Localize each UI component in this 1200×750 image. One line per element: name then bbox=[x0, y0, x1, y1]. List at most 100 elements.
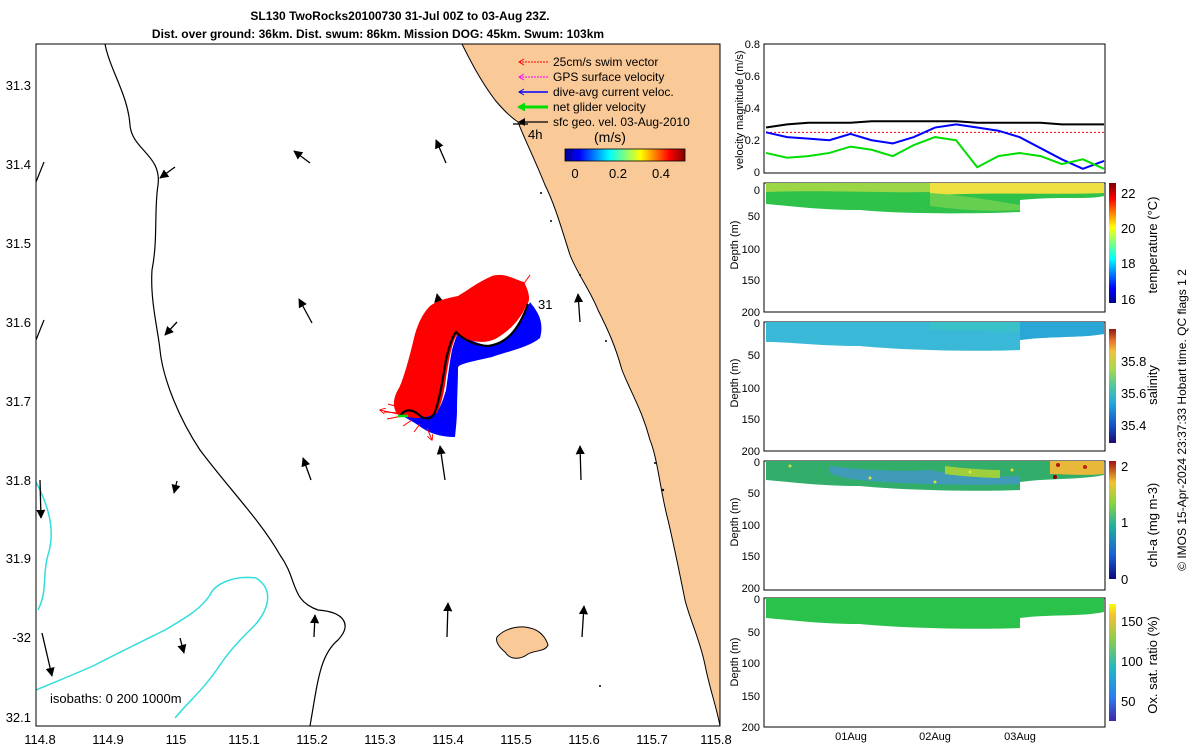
lon-tick: 115.6 bbox=[568, 732, 600, 747]
sal-cticks: 35.4 35.6 35.8 bbox=[1121, 354, 1146, 433]
chl-cticks: 0 1 2 bbox=[1121, 459, 1128, 587]
chl-dots bbox=[788, 463, 1087, 484]
title-line2: Dist. over ground: 36km. Dist. swum: 86k… bbox=[152, 27, 604, 41]
depth-tick: 100 bbox=[742, 244, 760, 256]
depth-tick: 200 bbox=[742, 722, 760, 734]
temp-clabel: temperature (°C) bbox=[1145, 197, 1160, 294]
velocity-lines bbox=[765, 120, 1105, 170]
lat-tick: 31.3 bbox=[6, 78, 31, 93]
legend-swim-vector: 25cm/s swim vector bbox=[553, 55, 658, 69]
ctick: 2 bbox=[1121, 459, 1128, 474]
lat-tick: 32.1 bbox=[6, 710, 31, 725]
colorbar-tick: 0.2 bbox=[609, 166, 627, 181]
map-legend: 25cm/s swim vector GPS surface velocity … bbox=[516, 55, 690, 181]
chl-panel: 0 50 100 150 200 Depth (m) 0 1 2 chl-a (… bbox=[729, 457, 1160, 595]
depth-tick: 0 bbox=[754, 318, 760, 330]
legend-net-glider: net glider velocity bbox=[553, 100, 646, 114]
chl-clabel: chl-a (mg m-3) bbox=[1145, 483, 1160, 568]
velocity-series-surface-geo-velocity bbox=[765, 120, 1104, 129]
lon-tick: 115 bbox=[166, 732, 187, 747]
map-panel: 31 114.8 114.9 115 115.1 115.2 115.3 115… bbox=[6, 43, 732, 747]
track-end-label: 31 bbox=[538, 297, 552, 312]
map-frame bbox=[35, 43, 721, 727]
ctick: 22 bbox=[1121, 186, 1135, 201]
ox-yticks: 0 50 100 150 200 bbox=[742, 594, 760, 734]
ctick: 20 bbox=[1121, 221, 1135, 236]
dive-avg-current-fan bbox=[402, 302, 542, 437]
lat-tick: 31.4 bbox=[6, 157, 31, 172]
depth-tick: 200 bbox=[742, 446, 760, 458]
depth-tick: 50 bbox=[748, 488, 760, 500]
lat-tick: 31.7 bbox=[6, 394, 31, 409]
lat-tick: 31.6 bbox=[6, 315, 31, 330]
isobaths-label: isobaths: 0 200 1000m bbox=[50, 691, 182, 706]
reef-dots bbox=[540, 192, 665, 687]
chl-ylabel: Depth (m) bbox=[729, 498, 741, 547]
depth-tick: 150 bbox=[742, 551, 760, 563]
chl-colorbar bbox=[1109, 461, 1116, 579]
lon-tick: 115.7 bbox=[636, 732, 668, 747]
depth-tick: 150 bbox=[742, 414, 760, 426]
glider-track bbox=[399, 303, 530, 420]
title-line1: SL130 TwoRocks20100730 31-Jul 00Z to 03-… bbox=[250, 9, 549, 23]
lat-tick: 31.9 bbox=[6, 551, 31, 566]
credit-text: © IMOS 15-Apr-2024 23:37:33 Hobart time.… bbox=[1175, 269, 1189, 571]
map-colorbar bbox=[564, 148, 686, 162]
lat-tick: -32 bbox=[12, 630, 31, 645]
isobath-edge bbox=[36, 161, 45, 341]
temperature-colorbar bbox=[1109, 183, 1116, 303]
colorbar-tick: 0 bbox=[571, 166, 578, 181]
depth-tick: 100 bbox=[742, 520, 760, 532]
lon-tick: 115.5 bbox=[500, 732, 532, 747]
scale-arrow-label: 4h bbox=[528, 127, 542, 142]
sal-yticks: 0 50 100 150 200 bbox=[742, 318, 760, 458]
depth-tick: 100 bbox=[742, 383, 760, 395]
colorbar-tick: 0.4 bbox=[652, 166, 670, 181]
ctick: 50 bbox=[1121, 694, 1135, 709]
depth-tick: 200 bbox=[742, 583, 760, 595]
colorbar-units: (m/s) bbox=[594, 129, 626, 145]
legend-dive-avg: dive-avg current veloc. bbox=[553, 85, 674, 99]
lon-tick: 115.8 bbox=[700, 732, 732, 747]
vel-ytick: 0.2 bbox=[745, 135, 760, 147]
depth-tick: 50 bbox=[748, 211, 760, 223]
velocity-panel: 0 0.2 0.4 0.6 0.8 velocity magnitude (m/… bbox=[734, 39, 1106, 179]
geo-velocity-arrows bbox=[36, 123, 589, 677]
ctick: 16 bbox=[1121, 292, 1135, 307]
lon-tick: 114.9 bbox=[92, 732, 124, 747]
depth-tick: 0 bbox=[754, 457, 760, 469]
date-tick: 02Aug bbox=[919, 731, 951, 743]
temp-cticks: 16 18 20 22 bbox=[1121, 186, 1135, 307]
oxygen-panel: 0 50 100 150 200 Depth (m) 50 100 150 Ox… bbox=[729, 594, 1160, 743]
ctick: 35.8 bbox=[1121, 354, 1146, 369]
ox-clabel: Ox. sat. ratio (%) bbox=[1145, 616, 1160, 714]
isobath-200m bbox=[104, 44, 346, 726]
depth-tick: 150 bbox=[742, 275, 760, 287]
depth-tick: 50 bbox=[748, 627, 760, 639]
date-xticks: 01Aug 02Aug 03Aug bbox=[835, 731, 1036, 743]
ctick: 0 bbox=[1121, 572, 1128, 587]
isobath-1000m bbox=[36, 481, 269, 719]
velocity-series-dive-avg-current bbox=[765, 123, 1105, 170]
lon-tick: 114.8 bbox=[24, 732, 56, 747]
velocity-yticks: 0 0.2 0.4 0.6 0.8 bbox=[745, 39, 760, 179]
date-tick: 01Aug bbox=[835, 731, 867, 743]
vel-ytick: 0.6 bbox=[745, 71, 760, 83]
lat-tick: 31.5 bbox=[6, 236, 31, 251]
lat-tick: 31.8 bbox=[6, 473, 31, 488]
island bbox=[496, 626, 549, 659]
vel-ylabel: velocity magnitude (m/s) bbox=[734, 50, 746, 169]
lon-ticks: 114.8 114.9 115 115.1 115.2 115.3 115.4 … bbox=[24, 732, 732, 747]
salinity-colorbar bbox=[1109, 329, 1116, 443]
depth-tick: 150 bbox=[742, 691, 760, 703]
ctick: 150 bbox=[1121, 614, 1143, 629]
land-mass bbox=[461, 44, 720, 726]
salinity-panel: 0 50 100 150 200 Depth (m) 35.4 35.6 35.… bbox=[729, 318, 1160, 458]
vel-ytick: 0.8 bbox=[745, 39, 760, 51]
swim-vector-fan bbox=[393, 274, 530, 418]
lat-ticks: 31.3 31.4 31.5 31.6 31.7 31.8 31.9 -32 3… bbox=[6, 78, 31, 725]
ox-cticks: 50 100 150 bbox=[1121, 614, 1143, 709]
ctick: 35.4 bbox=[1121, 418, 1146, 433]
temp-yticks: 0 50 100 150 200 bbox=[742, 185, 760, 319]
lon-tick: 115.3 bbox=[364, 732, 396, 747]
